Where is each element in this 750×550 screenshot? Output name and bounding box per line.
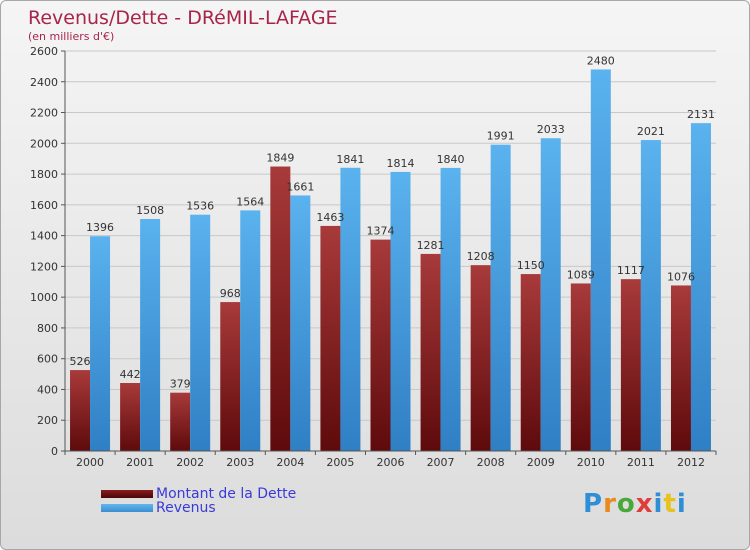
logo-letter: r (603, 489, 617, 519)
value-label-revenus: 2480 (587, 54, 615, 67)
value-label-revenus: 1991 (487, 130, 515, 143)
value-label-dette: 968 (220, 287, 241, 300)
chart-title: Revenus/Dette - DRéMIL-LAFAGE (28, 7, 338, 29)
value-label-revenus: 1396 (86, 221, 114, 234)
bar-dette (270, 166, 291, 452)
y-tick-label: 1600 (30, 199, 58, 212)
value-label-revenus: 1841 (336, 153, 364, 166)
logo-letter: P (583, 489, 604, 519)
bar-dette (570, 283, 591, 451)
bar-revenus (240, 210, 261, 451)
x-tick-label: 2007 (427, 456, 455, 469)
value-label-dette: 1281 (417, 239, 445, 252)
value-label-dette: 526 (70, 355, 91, 368)
bar-dette (220, 302, 241, 451)
x-tick-label: 2005 (326, 456, 354, 469)
legend-label-dette: Montant de la Dette (156, 486, 297, 502)
legend-label-revenus: Revenus (156, 500, 216, 516)
bar-dette (420, 253, 441, 451)
x-tick-label: 2009 (527, 456, 555, 469)
bar-revenus (290, 195, 311, 451)
bar-dette (370, 239, 391, 451)
bar-dette (120, 383, 141, 451)
x-tick-label: 2000 (76, 456, 104, 469)
x-tick-label: 2012 (677, 456, 705, 469)
value-label-revenus: 1536 (186, 200, 214, 213)
legend-swatch-revenus (101, 504, 153, 512)
value-label-revenus: 1840 (437, 153, 465, 166)
bar-revenus (690, 123, 711, 452)
bar-revenus (590, 69, 611, 451)
value-labels: 526 1396 442 1508 379 1536 968 1564 1849 1661 1463… (70, 54, 715, 390)
value-label-dette: 1849 (266, 152, 294, 165)
y-tick-label: 200 (37, 414, 58, 427)
logo-letter: t (663, 489, 677, 519)
axes: 0 200 400 600 800 1000 1200 1400 1600 1800 2000 220… (30, 45, 717, 469)
y-tick-label: 2600 (30, 45, 58, 58)
bar-revenus (440, 167, 461, 451)
y-tick-label: 1200 (30, 260, 58, 273)
bar-revenus (640, 140, 661, 452)
legend-swatch-dette (101, 490, 153, 498)
x-tick-label: 2002 (176, 456, 204, 469)
y-tick-label: 1400 (30, 230, 58, 243)
x-tick-label: 2003 (226, 456, 254, 469)
bar-revenus (490, 144, 511, 451)
value-label-revenus: 1814 (387, 157, 415, 170)
value-label-dette: 1089 (567, 268, 595, 281)
bar-dette (670, 285, 691, 451)
proxiti-logo: Proxiti (583, 489, 687, 519)
bar-dette (70, 370, 91, 451)
y-tick-label: 600 (37, 353, 58, 366)
bar-dette (620, 279, 641, 451)
bar-revenus (190, 214, 211, 451)
value-label-dette: 379 (170, 378, 191, 391)
y-tick-label: 2200 (30, 107, 58, 120)
y-tick-label: 1000 (30, 291, 58, 304)
value-label-revenus: 2021 (637, 125, 665, 138)
value-label-revenus: 1508 (136, 204, 164, 217)
value-label-dette: 1208 (467, 250, 495, 263)
y-tick-label: 400 (37, 383, 58, 396)
y-tick-label: 2000 (30, 137, 58, 150)
x-tick-label: 2011 (627, 456, 655, 469)
logo-letter: i (676, 489, 687, 519)
x-tick-label: 2008 (477, 456, 505, 469)
bar-revenus (90, 236, 111, 451)
x-tick-label: 2004 (276, 456, 304, 469)
value-label-revenus: 2131 (687, 108, 715, 121)
bar-dette (320, 225, 341, 451)
value-label-dette: 1150 (517, 259, 545, 272)
x-tick-label: 2001 (126, 456, 154, 469)
value-label-revenus: 1661 (286, 180, 314, 193)
x-tick-label: 2006 (377, 456, 405, 469)
bar-dette (170, 392, 191, 451)
bars (70, 69, 711, 452)
value-label-dette: 1117 (617, 264, 645, 277)
chart-subtitle: (en milliers d'€) (28, 30, 115, 43)
value-label-dette: 442 (120, 368, 141, 381)
logo-letter: i (653, 489, 664, 519)
value-label-dette: 1076 (667, 270, 695, 283)
y-tick-label: 2400 (30, 76, 58, 89)
value-label-dette: 1374 (367, 225, 395, 238)
y-tick-label: 0 (51, 445, 58, 458)
x-tick-label: 2010 (577, 456, 605, 469)
bar-revenus (340, 167, 361, 451)
value-label-revenus: 1564 (236, 195, 264, 208)
value-label-dette: 1463 (316, 211, 344, 224)
value-label-revenus: 2033 (537, 123, 565, 136)
y-tick-label: 800 (37, 322, 58, 335)
logo-letter: x (635, 489, 654, 519)
logo-letter: o (616, 489, 636, 519)
bar-revenus (390, 171, 411, 451)
y-tick-label: 1800 (30, 168, 58, 181)
bar-dette (520, 274, 541, 451)
bar-revenus (140, 219, 161, 451)
bar-dette (470, 265, 491, 451)
bar-revenus (540, 138, 561, 451)
